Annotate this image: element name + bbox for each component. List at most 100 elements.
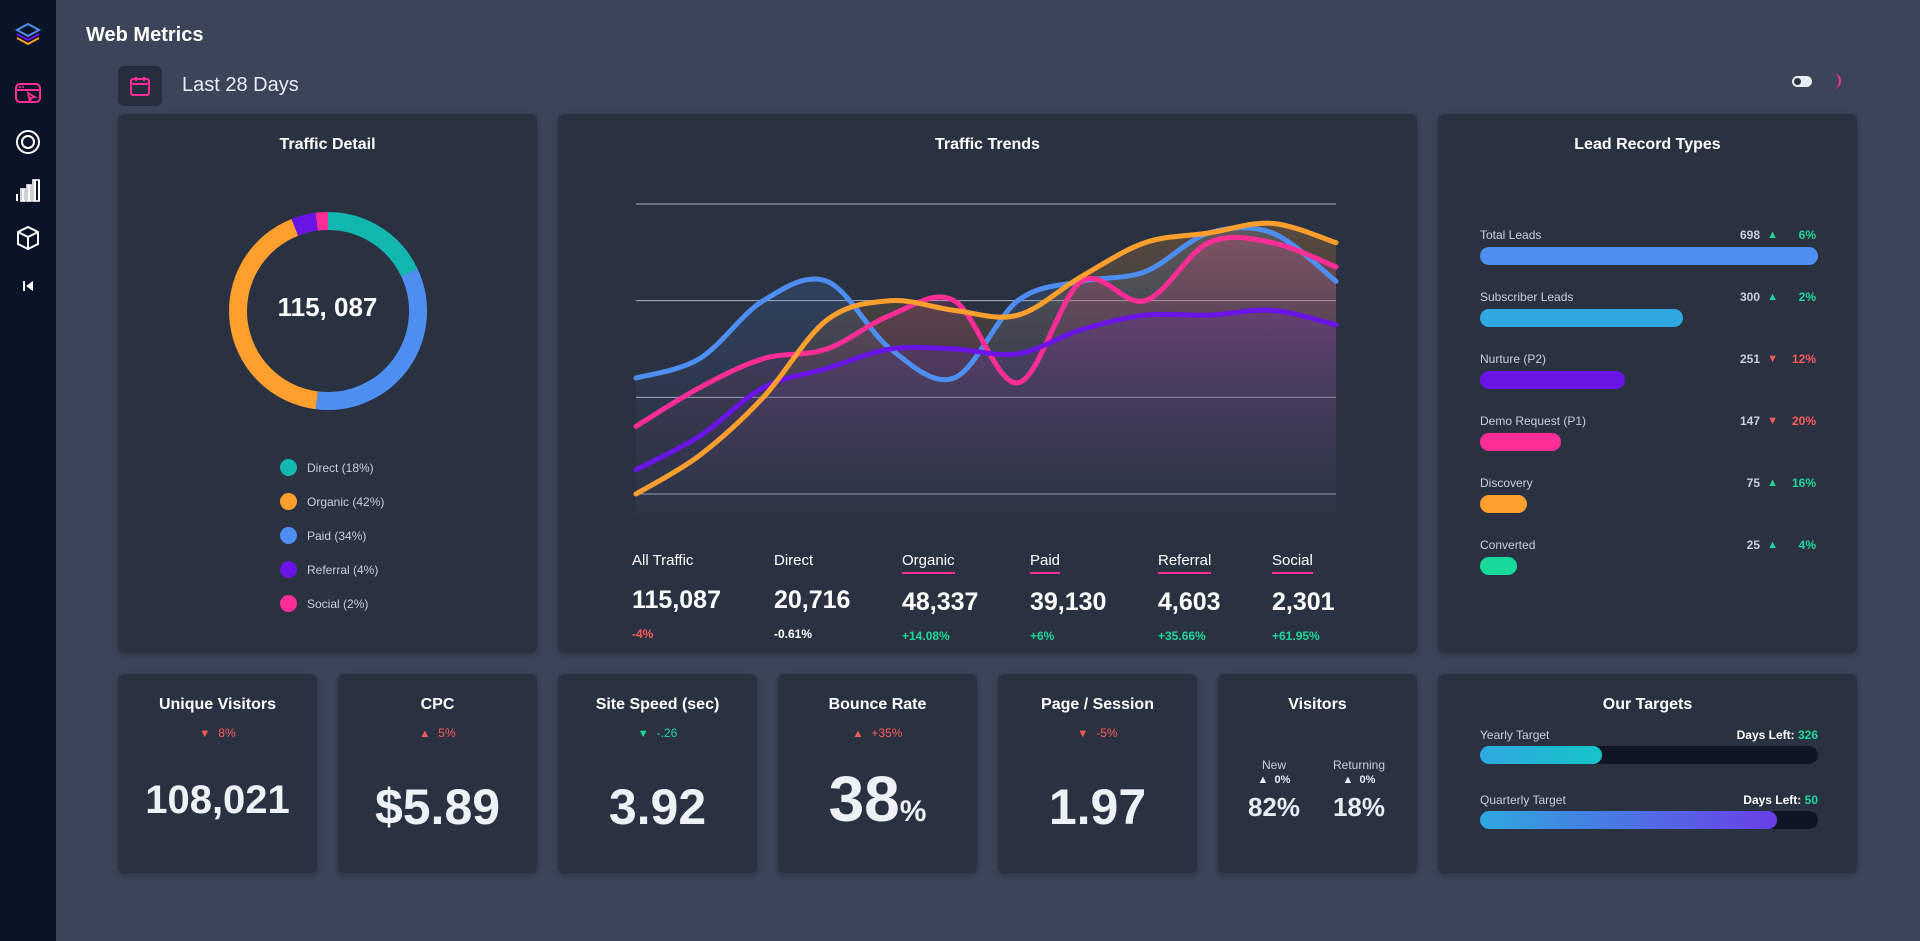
up-arrow-icon: ▲: [1767, 229, 1778, 241]
metric-delta: -5%: [1096, 726, 1118, 740]
stat-delta: +35.66%: [1158, 629, 1206, 643]
up-arrow-icon: ▲: [419, 728, 431, 740]
legend-label: Social (2%): [307, 596, 369, 611]
days-left-label: Days Left:: [1743, 793, 1802, 807]
donut-slice[interactable]: [315, 212, 329, 231]
stat-label: Social: [1272, 552, 1313, 574]
days-left: Days Left: 326: [1737, 728, 1818, 742]
donut-total: 115, 087: [277, 292, 378, 322]
metric-value-wrap: 108,021: [118, 778, 317, 823]
metric-title: Page / Session: [1041, 696, 1154, 713]
lead-name: Demo Request (P1): [1480, 414, 1587, 428]
target-label: Yearly Target: [1480, 728, 1550, 742]
stat-label: All Traffic: [632, 552, 694, 569]
lead-bar[interactable]: [1480, 557, 1518, 575]
bar-chart-icon[interactable]: [14, 176, 42, 204]
theme-toggle[interactable]: [1792, 76, 1812, 87]
legend-swatch: [280, 459, 297, 476]
donut-chart: [229, 212, 427, 410]
lead-bar[interactable]: [1480, 247, 1818, 265]
legend-item[interactable]: Social (2%): [280, 595, 368, 612]
calendar-button[interactable]: [118, 66, 162, 106]
traffic-stat[interactable]: All Traffic 115,087 -4%: [632, 552, 721, 641]
stat-label: Referral: [1158, 552, 1212, 574]
card-title: Traffic Detail: [279, 136, 376, 153]
donut-slice[interactable]: [291, 212, 319, 236]
traffic-stat[interactable]: Direct 20,716 -0.61%: [774, 552, 850, 641]
days-left: Days Left: 50: [1743, 793, 1818, 807]
days-left-value: 326: [1797, 728, 1818, 742]
lead-bar[interactable]: [1480, 433, 1562, 451]
series-area: [636, 223, 1336, 514]
series-line[interactable]: [633, 234, 1339, 429]
up-arrow-icon: ▲: [1257, 774, 1275, 786]
visitors-new-value: 82%: [1247, 792, 1301, 822]
legend-item[interactable]: Organic (42%): [280, 493, 384, 510]
lead-change: 4%: [1798, 538, 1816, 552]
series-line[interactable]: [633, 307, 1339, 473]
date-range-label[interactable]: Last 28 Days: [182, 74, 299, 96]
stat-value: 48,337: [902, 588, 979, 616]
lead-count: 147: [1739, 414, 1760, 428]
traffic-stat[interactable]: Referral 4,603 +35.66%: [1158, 552, 1221, 643]
down-arrow-icon: ▼: [1767, 353, 1778, 365]
lead-change: 2%: [1798, 290, 1816, 304]
down-arrow-icon: ▼: [199, 728, 211, 740]
metric-delta-row: ▼ 8%: [118, 726, 317, 740]
legend-label: Organic (42%): [307, 494, 385, 509]
days-left-label: Days Left:: [1736, 728, 1795, 742]
legend-item[interactable]: Paid (34%): [280, 527, 366, 544]
lead-bar[interactable]: [1480, 371, 1626, 389]
series-line[interactable]: [633, 220, 1339, 497]
stat-label: Organic: [902, 552, 955, 574]
moon-icon[interactable]: [1826, 72, 1844, 90]
donut-slice[interactable]: [229, 218, 319, 410]
lead-bar[interactable]: [1480, 309, 1683, 327]
target-progress-fill: [1480, 811, 1778, 829]
donut-slice[interactable]: [327, 212, 418, 277]
legend-label: Referral (4%): [307, 562, 379, 577]
visitors-new: New ▲ 0% 82%: [1244, 758, 1304, 823]
cube-icon[interactable]: [14, 224, 42, 252]
metric-title: Bounce Rate: [828, 696, 927, 713]
metric-title: Site Speed (sec): [595, 696, 720, 713]
target-icon[interactable]: [14, 128, 42, 156]
lead-record-card: Lead Record Types Total Leads 698 ▲ 6% Subsc…: [1438, 114, 1857, 653]
down-arrow-icon: ▼: [637, 728, 649, 740]
lead-name: Subscriber Leads: [1480, 290, 1574, 304]
lead-name: Converted: [1480, 538, 1536, 552]
stat-delta: +6%: [1030, 629, 1055, 643]
legend-item[interactable]: Direct (18%): [280, 459, 374, 476]
metric-value-wrap: $5.89: [338, 778, 537, 836]
stat-value: 20,716: [774, 586, 851, 614]
visitors-new-label: New: [1261, 758, 1286, 772]
traffic-stat[interactable]: Organic 48,337 +14.08%: [902, 552, 978, 643]
up-arrow-icon: ▲: [1342, 774, 1360, 786]
card-title: Traffic Trends: [935, 136, 1040, 153]
traffic-stat[interactable]: Social 2,301 +61.95%: [1272, 552, 1335, 643]
lead-count: 698: [1739, 228, 1760, 242]
stat-value: 2,301: [1272, 588, 1335, 616]
metric-delta: 5%: [438, 726, 456, 740]
target-progress-track: [1480, 746, 1818, 764]
browser-cursor-icon[interactable]: [14, 80, 42, 108]
layers-icon[interactable]: [14, 20, 42, 48]
stat-label: Direct: [774, 552, 814, 569]
lead-count: 300: [1739, 290, 1760, 304]
legend-item[interactable]: Referral (4%): [280, 561, 378, 578]
stat-value: 115,087: [632, 586, 721, 614]
lead-bar[interactable]: [1480, 495, 1528, 513]
up-arrow-icon: ▲: [1767, 291, 1778, 303]
lead-change: 12%: [1791, 352, 1816, 366]
metric-delta: +35%: [871, 726, 903, 740]
visitors-returning-value: 18%: [1332, 792, 1386, 822]
collapse-icon[interactable]: [14, 272, 42, 300]
metric-value: $5.89: [374, 779, 501, 835]
metric-delta-row: ▲ +35%: [778, 726, 977, 740]
traffic-stat[interactable]: Paid 39,130 +6%: [1030, 552, 1106, 643]
down-arrow-icon: ▼: [1077, 728, 1089, 740]
visitors-returning: Returning ▲ 0% 18%: [1322, 758, 1396, 823]
donut-slice[interactable]: [315, 268, 427, 410]
down-arrow-icon: ▼: [1767, 415, 1778, 427]
metric-delta: 8%: [218, 726, 236, 740]
